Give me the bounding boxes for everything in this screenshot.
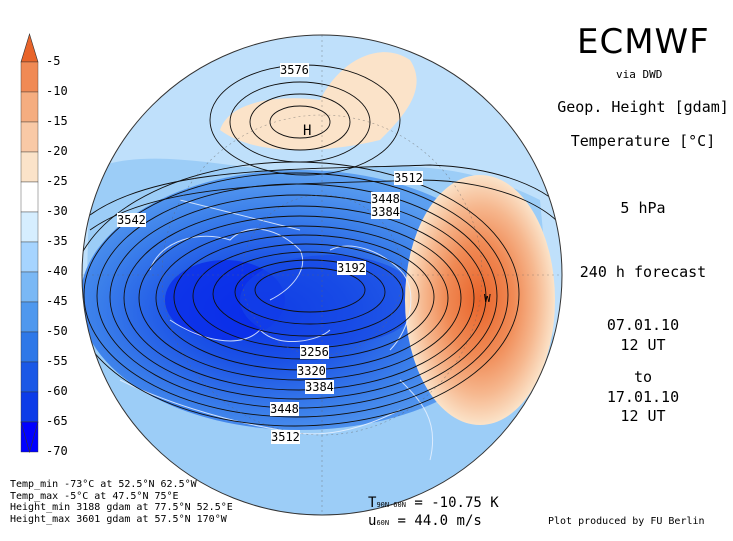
colorbar (20, 32, 39, 454)
colorbar-tick-label: -10 (46, 84, 68, 98)
shaded-field-label: Temperature [°C] (570, 132, 716, 150)
forecast-label: 240 h forecast (579, 263, 707, 281)
level-label: 5 hPa (620, 199, 666, 217)
contour-label-3320: 3320 (297, 364, 326, 378)
height-min-stat: Height_min 3188 gdam at 77.5°N 52.5°E (10, 502, 233, 513)
u-subscript: 60N (376, 519, 390, 527)
colorbar-tick-label: -55 (46, 354, 68, 368)
contour-label-3192: 3192 (337, 261, 366, 275)
colorbar-cap-bottom (20, 421, 39, 454)
colorbar-tick-label: -35 (46, 234, 68, 248)
valid-date: 17.01.10 (606, 388, 680, 406)
to-label: to (633, 368, 653, 386)
colorbar-tick-label: -40 (46, 264, 68, 278)
cold-vortex-core-2 (240, 255, 420, 345)
contour-label-3512-top: 3512 (394, 171, 423, 185)
high-marker: H (303, 123, 312, 139)
colorbar-tick-label: -45 (46, 294, 68, 308)
colorbar-segment (20, 91, 39, 123)
u-symbol: u (368, 513, 377, 529)
contour-label-3448-bottom: 3448 (270, 402, 299, 416)
colorbar-segment (20, 181, 39, 213)
colorbar-segment (20, 151, 39, 183)
temp-min-stat: Temp_min -73°C at 52.5°N 62.5°W (10, 479, 197, 490)
colorbar-tick-label: -25 (46, 174, 68, 188)
u-value: = 44.0 m/s (397, 513, 482, 529)
contour-label-3384-bottom: 3384 (305, 380, 334, 394)
colorbar-segment (20, 271, 39, 303)
colorbar-tick-label: -65 (46, 414, 68, 428)
valid-time: 12 UT (620, 407, 666, 425)
contour-label-3542: 3542 (117, 213, 146, 227)
u-wind-row: u60N = 44.0 m/s (368, 513, 482, 529)
colorbar-segment (20, 301, 39, 333)
colorbar-segment (20, 391, 39, 423)
contour-field-label: Geop. Height [gdam] (557, 98, 729, 116)
colorbar-tick-label: -30 (46, 204, 68, 218)
t-value: = -10.75 K (414, 495, 499, 511)
colorbar-tick-label: -5 (46, 54, 61, 68)
map-disc (82, 35, 562, 515)
contour-label-3512-bottom: 3512 (271, 430, 300, 444)
colorbar-segment (20, 241, 39, 273)
contour-label-3576: 3576 (280, 63, 309, 77)
colorbar-segment (20, 331, 39, 363)
contour-label-3256: 3256 (300, 345, 329, 359)
colorbar-segment (20, 211, 39, 243)
colorbar-segment (20, 61, 39, 93)
colorbar-tick-label: -70 (46, 444, 68, 458)
colorbar-segment (20, 361, 39, 393)
contour-label-3384-top: 3384 (371, 205, 400, 219)
colorbar-cap-top (20, 32, 39, 63)
colorbar-tick-label: -60 (46, 384, 68, 398)
colorbar-tick-label: -50 (46, 324, 68, 338)
source-label: via DWD (616, 68, 663, 81)
colorbar-tick-label: -15 (46, 114, 68, 128)
map-border (81, 34, 563, 516)
t-symbol: T (368, 495, 377, 511)
height-max-stat: Height_max 3601 gdam at 57.5°N 170°W (10, 513, 227, 525)
colorbar-tick-label: -20 (46, 144, 68, 158)
warm-marker: W (484, 292, 491, 305)
credit-label: Plot produced by FU Berlin (548, 516, 705, 527)
t-diff-row: T90N-60N = -10.75 K (368, 495, 499, 511)
contour-label-3448-top: 3448 (371, 192, 400, 206)
warm-aleutian-high (220, 52, 417, 151)
init-time: 12 UT (620, 336, 666, 354)
height-contours (82, 64, 562, 427)
init-date: 07.01.10 (606, 316, 680, 334)
t-subscript: 90N-60N (376, 501, 406, 509)
model-title: ECMWF (577, 22, 710, 62)
temp-max-stat: Temp_max -5°C at 47.5°N 75°E (10, 490, 179, 502)
stats-block: Temp_min -73°C at 52.5°N 62.5°W Temp_max… (10, 479, 233, 525)
colorbar-segment (20, 121, 39, 153)
